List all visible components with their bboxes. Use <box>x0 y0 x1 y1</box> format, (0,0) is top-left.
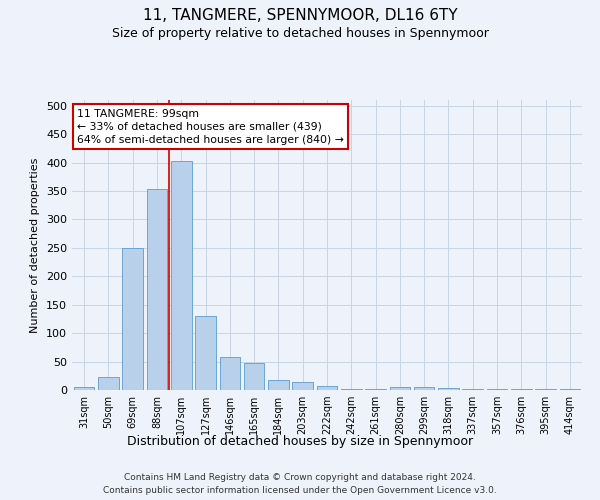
Bar <box>146 190 167 390</box>
Bar <box>244 362 265 390</box>
Text: Contains HM Land Registry data © Crown copyright and database right 2024.: Contains HM Land Registry data © Crown c… <box>124 472 476 482</box>
Bar <box>414 387 434 390</box>
Y-axis label: Number of detached properties: Number of detached properties <box>31 158 40 332</box>
Bar <box>438 388 459 390</box>
Bar <box>220 357 240 390</box>
Text: Contains public sector information licensed under the Open Government Licence v3: Contains public sector information licen… <box>103 486 497 495</box>
Text: 11, TANGMERE, SPENNYMOOR, DL16 6TY: 11, TANGMERE, SPENNYMOOR, DL16 6TY <box>143 8 457 22</box>
Bar <box>74 387 94 390</box>
Bar <box>535 389 556 390</box>
Bar <box>171 161 191 390</box>
Bar <box>98 378 119 390</box>
Bar <box>292 382 313 390</box>
Text: Size of property relative to detached houses in Spennymoor: Size of property relative to detached ho… <box>112 28 488 40</box>
Bar <box>317 386 337 390</box>
Bar <box>195 316 216 390</box>
Bar <box>560 389 580 390</box>
Text: Distribution of detached houses by size in Spennymoor: Distribution of detached houses by size … <box>127 435 473 448</box>
Bar <box>389 387 410 390</box>
Bar <box>122 248 143 390</box>
Text: 11 TANGMERE: 99sqm
← 33% of detached houses are smaller (439)
64% of semi-detach: 11 TANGMERE: 99sqm ← 33% of detached hou… <box>77 108 344 145</box>
Bar <box>268 380 289 390</box>
